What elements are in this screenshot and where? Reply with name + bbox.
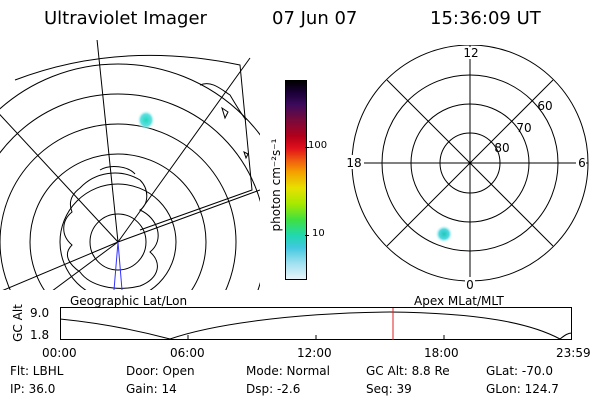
timeline-x-tick: 18:00 — [424, 346, 459, 360]
lat-circle — [0, 93, 260, 290]
mlat-label-80: 80 — [494, 141, 509, 155]
instrument-title: Ultraviolet Imager — [44, 8, 207, 29]
geographic-label: Geographic Lat/Lon — [70, 294, 188, 308]
glat-info: GLat: -70.0 — [486, 364, 553, 378]
colorbar-tick-10: 10 — [312, 228, 325, 239]
dsp-info: Dsp: -2.6 — [246, 382, 301, 396]
timeline-x-tick: 06:00 — [170, 346, 205, 360]
polar-plot: 12 18 6 0 60 70 80 — [346, 45, 589, 292]
coastline — [99, 166, 136, 175]
aurora-emission-spot — [435, 225, 453, 243]
timeline-y-tick-top: 9.0 — [30, 306, 50, 320]
glon-info: GLon: 124.7 — [486, 382, 559, 396]
date-label: 07 Jun 07 — [272, 8, 358, 29]
timeline-x-tick: 12:00 — [297, 346, 332, 360]
aurora-emission-spot — [137, 110, 155, 130]
coastline — [221, 106, 229, 120]
geographic-map — [0, 40, 260, 290]
mlt-line — [386, 79, 554, 247]
gc-alt-info: GC Alt: 8.8 Re — [366, 364, 450, 378]
colorbar-tick-100: 100 — [308, 140, 328, 151]
mlat-label-70: 70 — [516, 121, 531, 135]
mlt-label-18: 18 — [346, 156, 361, 170]
door-info: Door: Open — [126, 364, 195, 378]
seq-info: Seq: 39 — [366, 382, 412, 396]
lat-circle — [0, 123, 237, 290]
lat-circle — [89, 213, 147, 271]
lat-circle — [59, 183, 177, 290]
mlat-label-60: 60 — [537, 99, 552, 113]
coastline — [243, 151, 249, 160]
mlt-label-0: 0 — [466, 278, 474, 292]
lat-circle — [29, 153, 207, 290]
noon-meridian-line — [117, 241, 123, 290]
mlt-label-6: 6 — [578, 156, 586, 170]
time-label: 15:36:09 UT — [430, 8, 541, 29]
colorbar — [285, 80, 307, 280]
antarctica-coastline — [63, 172, 159, 289]
timeline-x-tick: 00:00 — [42, 346, 77, 360]
meridian-line — [117, 57, 251, 243]
noon-meridian-line — [113, 241, 119, 290]
timeline-y-tick-bottom: 1.8 — [30, 328, 50, 342]
ip-info: IP: 36.0 — [10, 382, 56, 396]
mode-info: Mode: Normal — [246, 364, 330, 378]
timeline-y-label: GC Alt — [11, 304, 25, 342]
fov-boundary — [14, 54, 253, 231]
timeline-x-tick: 23:59 — [556, 346, 591, 360]
orbit-altitude-curve — [60, 311, 572, 340]
australia-coastline — [199, 83, 247, 121]
timeline-plot — [60, 307, 572, 340]
gain-info: Gain: 14 — [126, 382, 177, 396]
apex-label: Apex MLat/MLT — [414, 294, 504, 308]
meridian-line — [96, 40, 119, 243]
mlt-label-12: 12 — [463, 46, 478, 60]
meridian-line — [52, 241, 119, 290]
filter-info: Flt: LBHL — [10, 364, 64, 378]
lat-circle — [0, 63, 260, 136]
meridian-line — [2, 241, 119, 290]
meridian-line — [0, 113, 119, 243]
meridian-line — [117, 189, 260, 243]
colorbar-unit-label: photon cm⁻²s⁻¹ — [269, 138, 283, 232]
